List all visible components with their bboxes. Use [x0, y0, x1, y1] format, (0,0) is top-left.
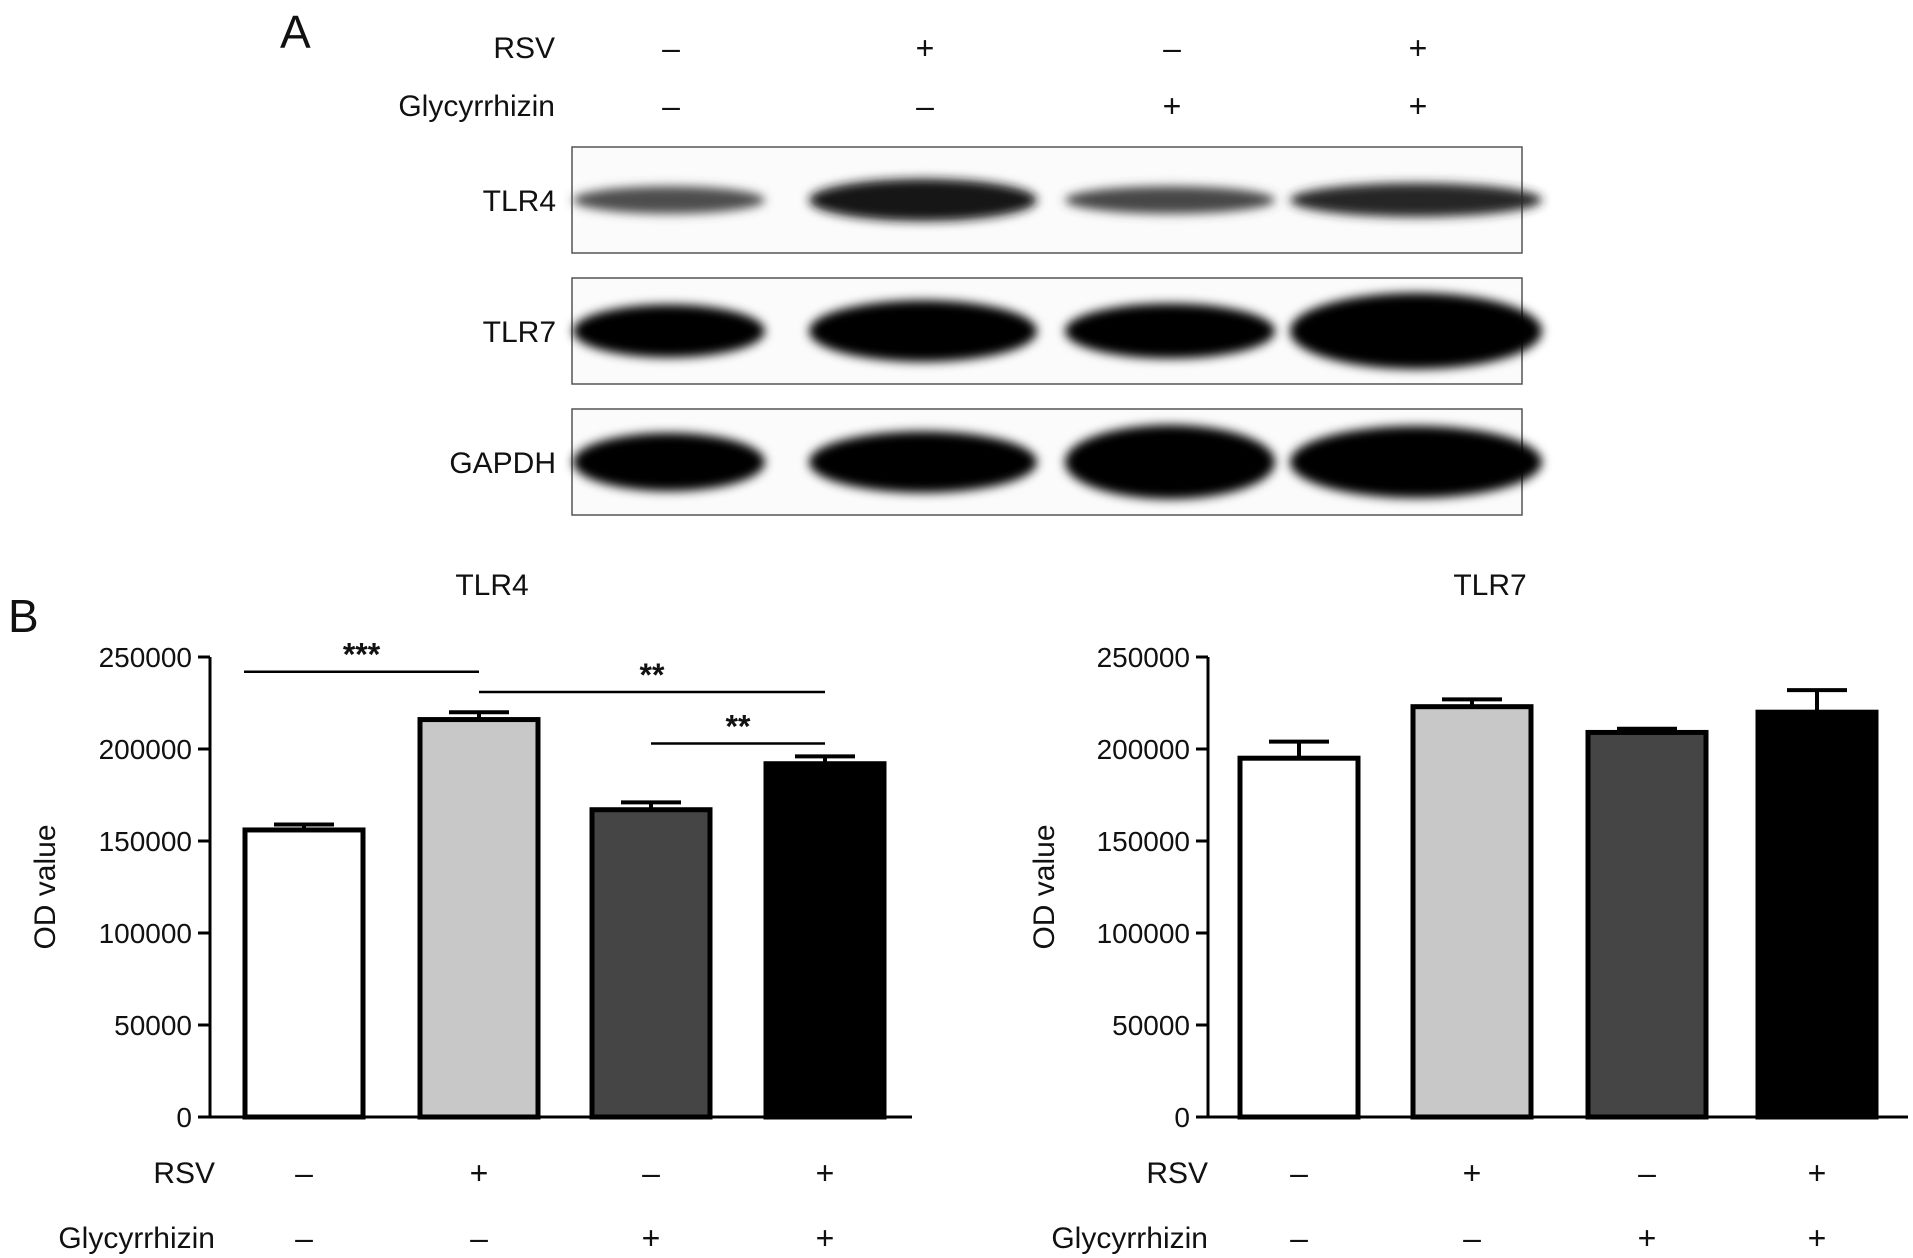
y-tick-label: 0 [176, 1102, 192, 1133]
condition-sign: + [642, 1220, 661, 1256]
y-tick-label: 200000 [99, 734, 192, 765]
blot-row: TLR7 [483, 277, 1542, 385]
condition-sign: + [816, 1220, 835, 1256]
y-tick-label: 0 [1174, 1102, 1190, 1133]
blot-band [809, 431, 1037, 493]
bar [242, 827, 366, 1120]
panel-b-letter: B [8, 590, 39, 642]
y-tick-label: 200000 [1097, 734, 1190, 765]
blot-band [573, 304, 765, 358]
blot-row: TLR4 [483, 146, 1542, 254]
panel-a-condition-sign: + [1163, 88, 1182, 124]
bar [1755, 709, 1879, 1120]
condition-sign: + [1808, 1220, 1827, 1256]
western-blot-panel: TLR4 TLR7 GAPDH [449, 146, 1542, 516]
significance-marker: ** [640, 657, 665, 693]
y-tick-label: 100000 [99, 918, 192, 949]
blot-label: TLR4 [483, 185, 556, 218]
condition-sign: – [470, 1220, 488, 1256]
condition-sign: – [295, 1220, 313, 1256]
blot-band [809, 178, 1037, 222]
blot-row: GAPDH [449, 408, 1542, 516]
blot-label: GAPDH [449, 447, 556, 480]
condition-sign: – [295, 1155, 313, 1191]
blot-band [1065, 186, 1275, 214]
bar [417, 717, 541, 1120]
blot-band [1065, 303, 1275, 359]
y-tick-label: 250000 [99, 642, 192, 673]
y-tick-label: 250000 [1097, 642, 1190, 673]
y-tick-label: 100000 [1097, 918, 1190, 949]
condition-sign: + [1638, 1220, 1657, 1256]
condition-sign: + [1463, 1155, 1482, 1191]
tlr7-bar-chart: TLR7 0 50000 100000 150000 200000 250000 OD val… [1028, 569, 1908, 1133]
y-axis-title: OD value [29, 824, 62, 949]
bar [1237, 755, 1361, 1120]
panel-a-condition-sign: + [1409, 30, 1428, 66]
bar [763, 761, 887, 1120]
condition-sign: – [1638, 1155, 1656, 1191]
blot-band [809, 300, 1037, 362]
condition-label: RSV [1146, 1157, 1208, 1190]
condition-sign: + [816, 1155, 835, 1191]
blot-band [573, 432, 765, 492]
tlr4-bar-chart: TLR4 0 50000 100000 150000 200000 250000 OD val… [29, 569, 912, 1133]
blot-band [573, 186, 765, 214]
panel-a-condition-sign: – [662, 88, 680, 124]
y-tick-label: 150000 [99, 826, 192, 857]
panel-a-condition-sign: – [916, 88, 934, 124]
blot-label: TLR7 [483, 316, 556, 349]
y-tick-label: 150000 [1097, 826, 1190, 857]
condition-sign: – [642, 1155, 660, 1191]
panel-a-condition-label: RSV [493, 32, 555, 65]
chart-title: TLR4 [455, 569, 528, 602]
condition-sign: – [1463, 1220, 1481, 1256]
blot-band [1290, 292, 1542, 370]
condition-sign: – [1290, 1220, 1308, 1256]
panel-a-condition-sign: – [1163, 30, 1181, 66]
blot-band [1290, 425, 1542, 499]
condition-sign: + [1808, 1155, 1827, 1191]
condition-sign: – [1290, 1155, 1308, 1191]
bar [589, 807, 713, 1120]
y-tick-label: 50000 [114, 1010, 192, 1041]
bar [1410, 704, 1534, 1120]
tlr4-condition-table: RSV – + – + Glycyrrhizin – – + + [58, 1155, 834, 1256]
blot-band [1065, 424, 1275, 500]
tlr7-condition-table: RSV – + – + Glycyrrhizin – – + + [1051, 1155, 1826, 1256]
condition-label: RSV [153, 1157, 215, 1190]
panel-a-condition-sign: – [662, 30, 680, 66]
panel-a-conditions: RSV – + – + Glycyrrhizin – – + + [398, 30, 1427, 124]
panel-a-condition-label: Glycyrrhizin [398, 90, 555, 123]
condition-label: Glycyrrhizin [1051, 1222, 1208, 1255]
blot-band [1290, 183, 1542, 217]
condition-sign: + [470, 1155, 489, 1191]
significance-marker: *** [343, 637, 381, 673]
y-tick-label: 50000 [1112, 1010, 1190, 1041]
panel-a-condition-sign: + [916, 30, 935, 66]
chart-title: TLR7 [1453, 569, 1526, 602]
y-axis-title: OD value [1028, 824, 1061, 949]
bar [1585, 729, 1709, 1120]
significance-marker: ** [726, 708, 751, 744]
panel-a-condition-sign: + [1409, 88, 1428, 124]
panel-a-letter: A [280, 6, 311, 58]
condition-label: Glycyrrhizin [58, 1222, 215, 1255]
